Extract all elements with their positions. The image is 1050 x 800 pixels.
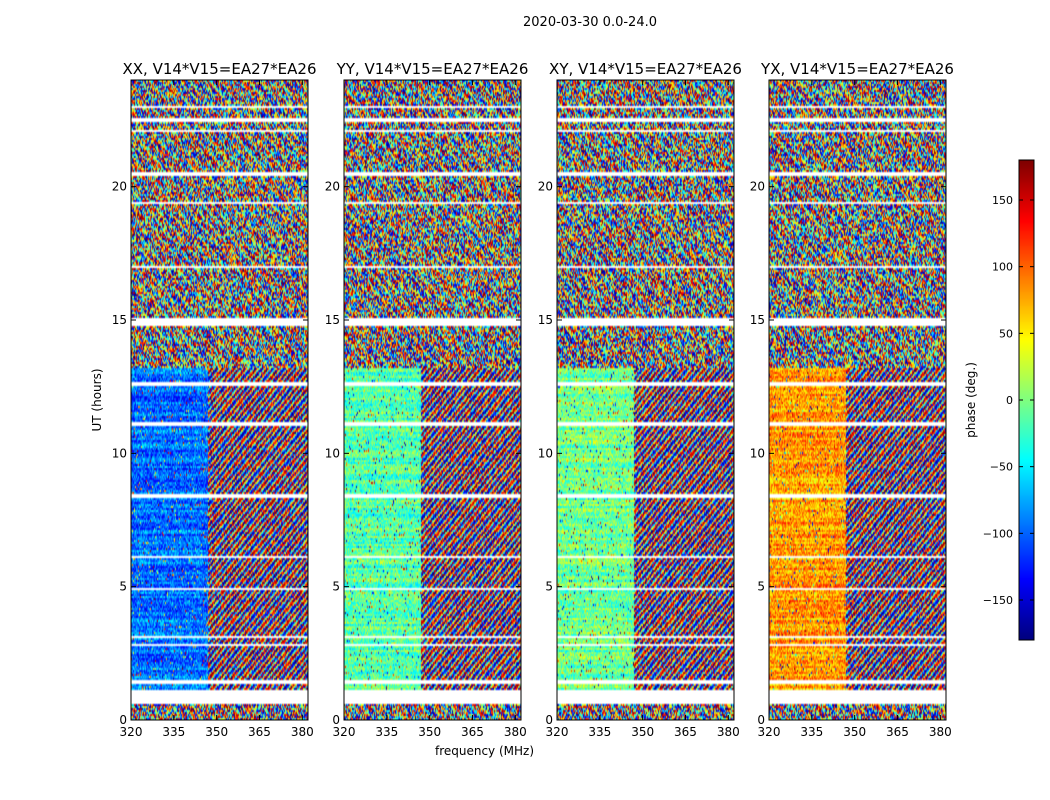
y-tick-label: 10 (325, 446, 340, 460)
y-tick-label: 5 (545, 580, 553, 594)
y-tick-label: 20 (750, 180, 765, 194)
panel-xx: XX, V14*V15=EA27*EA26 320 335 350 365 380 0 5 10… (90, 60, 317, 739)
panel-yx: YX, V14*V15=EA27*EA26 320 335 350 365 380 0 5 10… (750, 60, 954, 739)
x-tick-label: 335 (800, 725, 823, 739)
y-tick-label: 0 (332, 713, 340, 727)
x-tick-label: 335 (162, 725, 185, 739)
x-tick-label: 350 (631, 725, 654, 739)
x-tick-label: 350 (205, 725, 228, 739)
x-tick-label: 350 (843, 725, 866, 739)
colorbar: 150 100 50 0 −50 −100 −150 phase (deg.) (964, 159, 1035, 641)
y-tick-label: 0 (757, 713, 765, 727)
x-tick-label: 380 (717, 725, 740, 739)
y-tick-label: 5 (332, 580, 340, 594)
x-tick-label: 335 (375, 725, 398, 739)
phase-heatmap (131, 80, 308, 720)
panel-xy: XY, V14*V15=EA27*EA26 320 335 350 365 380 0 5 10… (538, 60, 742, 739)
y-tick-label: 0 (119, 713, 127, 727)
colorbar-tick-label: 50 (999, 327, 1013, 340)
x-tick-label: 320 (333, 725, 356, 739)
panel-title: YY, V14*V15=EA27*EA26 (336, 60, 529, 78)
x-tick-label: 380 (291, 725, 314, 739)
axes-frame (343, 79, 522, 721)
y-tick-label: 0 (545, 713, 553, 727)
colorbar-tick-label: −100 (983, 527, 1013, 540)
panel-title: XX, V14*V15=EA27*EA26 (122, 60, 316, 78)
x-tick-label: 365 (248, 725, 271, 739)
colorbar-tick-label: 100 (992, 261, 1013, 274)
x-tick-label: 380 (504, 725, 527, 739)
y-tick-label: 20 (538, 180, 553, 194)
x-tick-label: 365 (674, 725, 697, 739)
panel-yy: YY, V14*V15=EA27*EA26 320 335 350 365 380 0 5 10… (325, 60, 534, 758)
phase-heatmap (557, 80, 734, 720)
y-axis-label: UT (hours) (90, 368, 104, 431)
y-tick-label: 5 (119, 580, 127, 594)
x-tick-label: 320 (546, 725, 569, 739)
panels: XX, V14*V15=EA27*EA26 320 335 350 365 380 0 5 10… (90, 60, 954, 758)
colorbar-tick-label: −50 (990, 461, 1013, 474)
y-tick-label: 10 (112, 446, 127, 460)
phase-heatmap (344, 80, 521, 720)
x-axis-label: frequency (MHz) (435, 744, 534, 758)
panel-title: YX, V14*V15=EA27*EA26 (760, 60, 954, 78)
x-tick-label: 320 (758, 725, 781, 739)
colorbar-gradient (1019, 160, 1034, 640)
panel-title: XY, V14*V15=EA27*EA26 (549, 60, 742, 78)
y-tick-label: 15 (750, 313, 765, 327)
x-tick-label: 380 (929, 725, 952, 739)
colorbar-label: phase (deg.) (964, 362, 978, 438)
colorbar-tick-label: −150 (983, 594, 1013, 607)
phase-heatmap (769, 80, 946, 720)
figure-title: 2020-03-30 0.0-24.0 (523, 15, 657, 30)
axes-frame (768, 79, 947, 721)
y-tick-label: 15 (538, 313, 553, 327)
x-tick-label: 350 (418, 725, 441, 739)
y-tick-label: 5 (757, 580, 765, 594)
y-tick-label: 20 (325, 180, 340, 194)
colorbar-tick-label: 0 (1006, 394, 1013, 407)
axes-frame (130, 79, 309, 721)
colorbar-tick-label: 150 (992, 194, 1013, 207)
y-tick-label: 10 (538, 446, 553, 460)
x-tick-label: 365 (886, 725, 909, 739)
y-tick-label: 15 (112, 313, 127, 327)
axes-frame (556, 79, 735, 721)
x-tick-label: 320 (120, 725, 143, 739)
x-tick-label: 365 (461, 725, 484, 739)
y-tick-label: 20 (112, 180, 127, 194)
y-tick-label: 15 (325, 313, 340, 327)
x-tick-label: 335 (588, 725, 611, 739)
y-tick-label: 10 (750, 446, 765, 460)
